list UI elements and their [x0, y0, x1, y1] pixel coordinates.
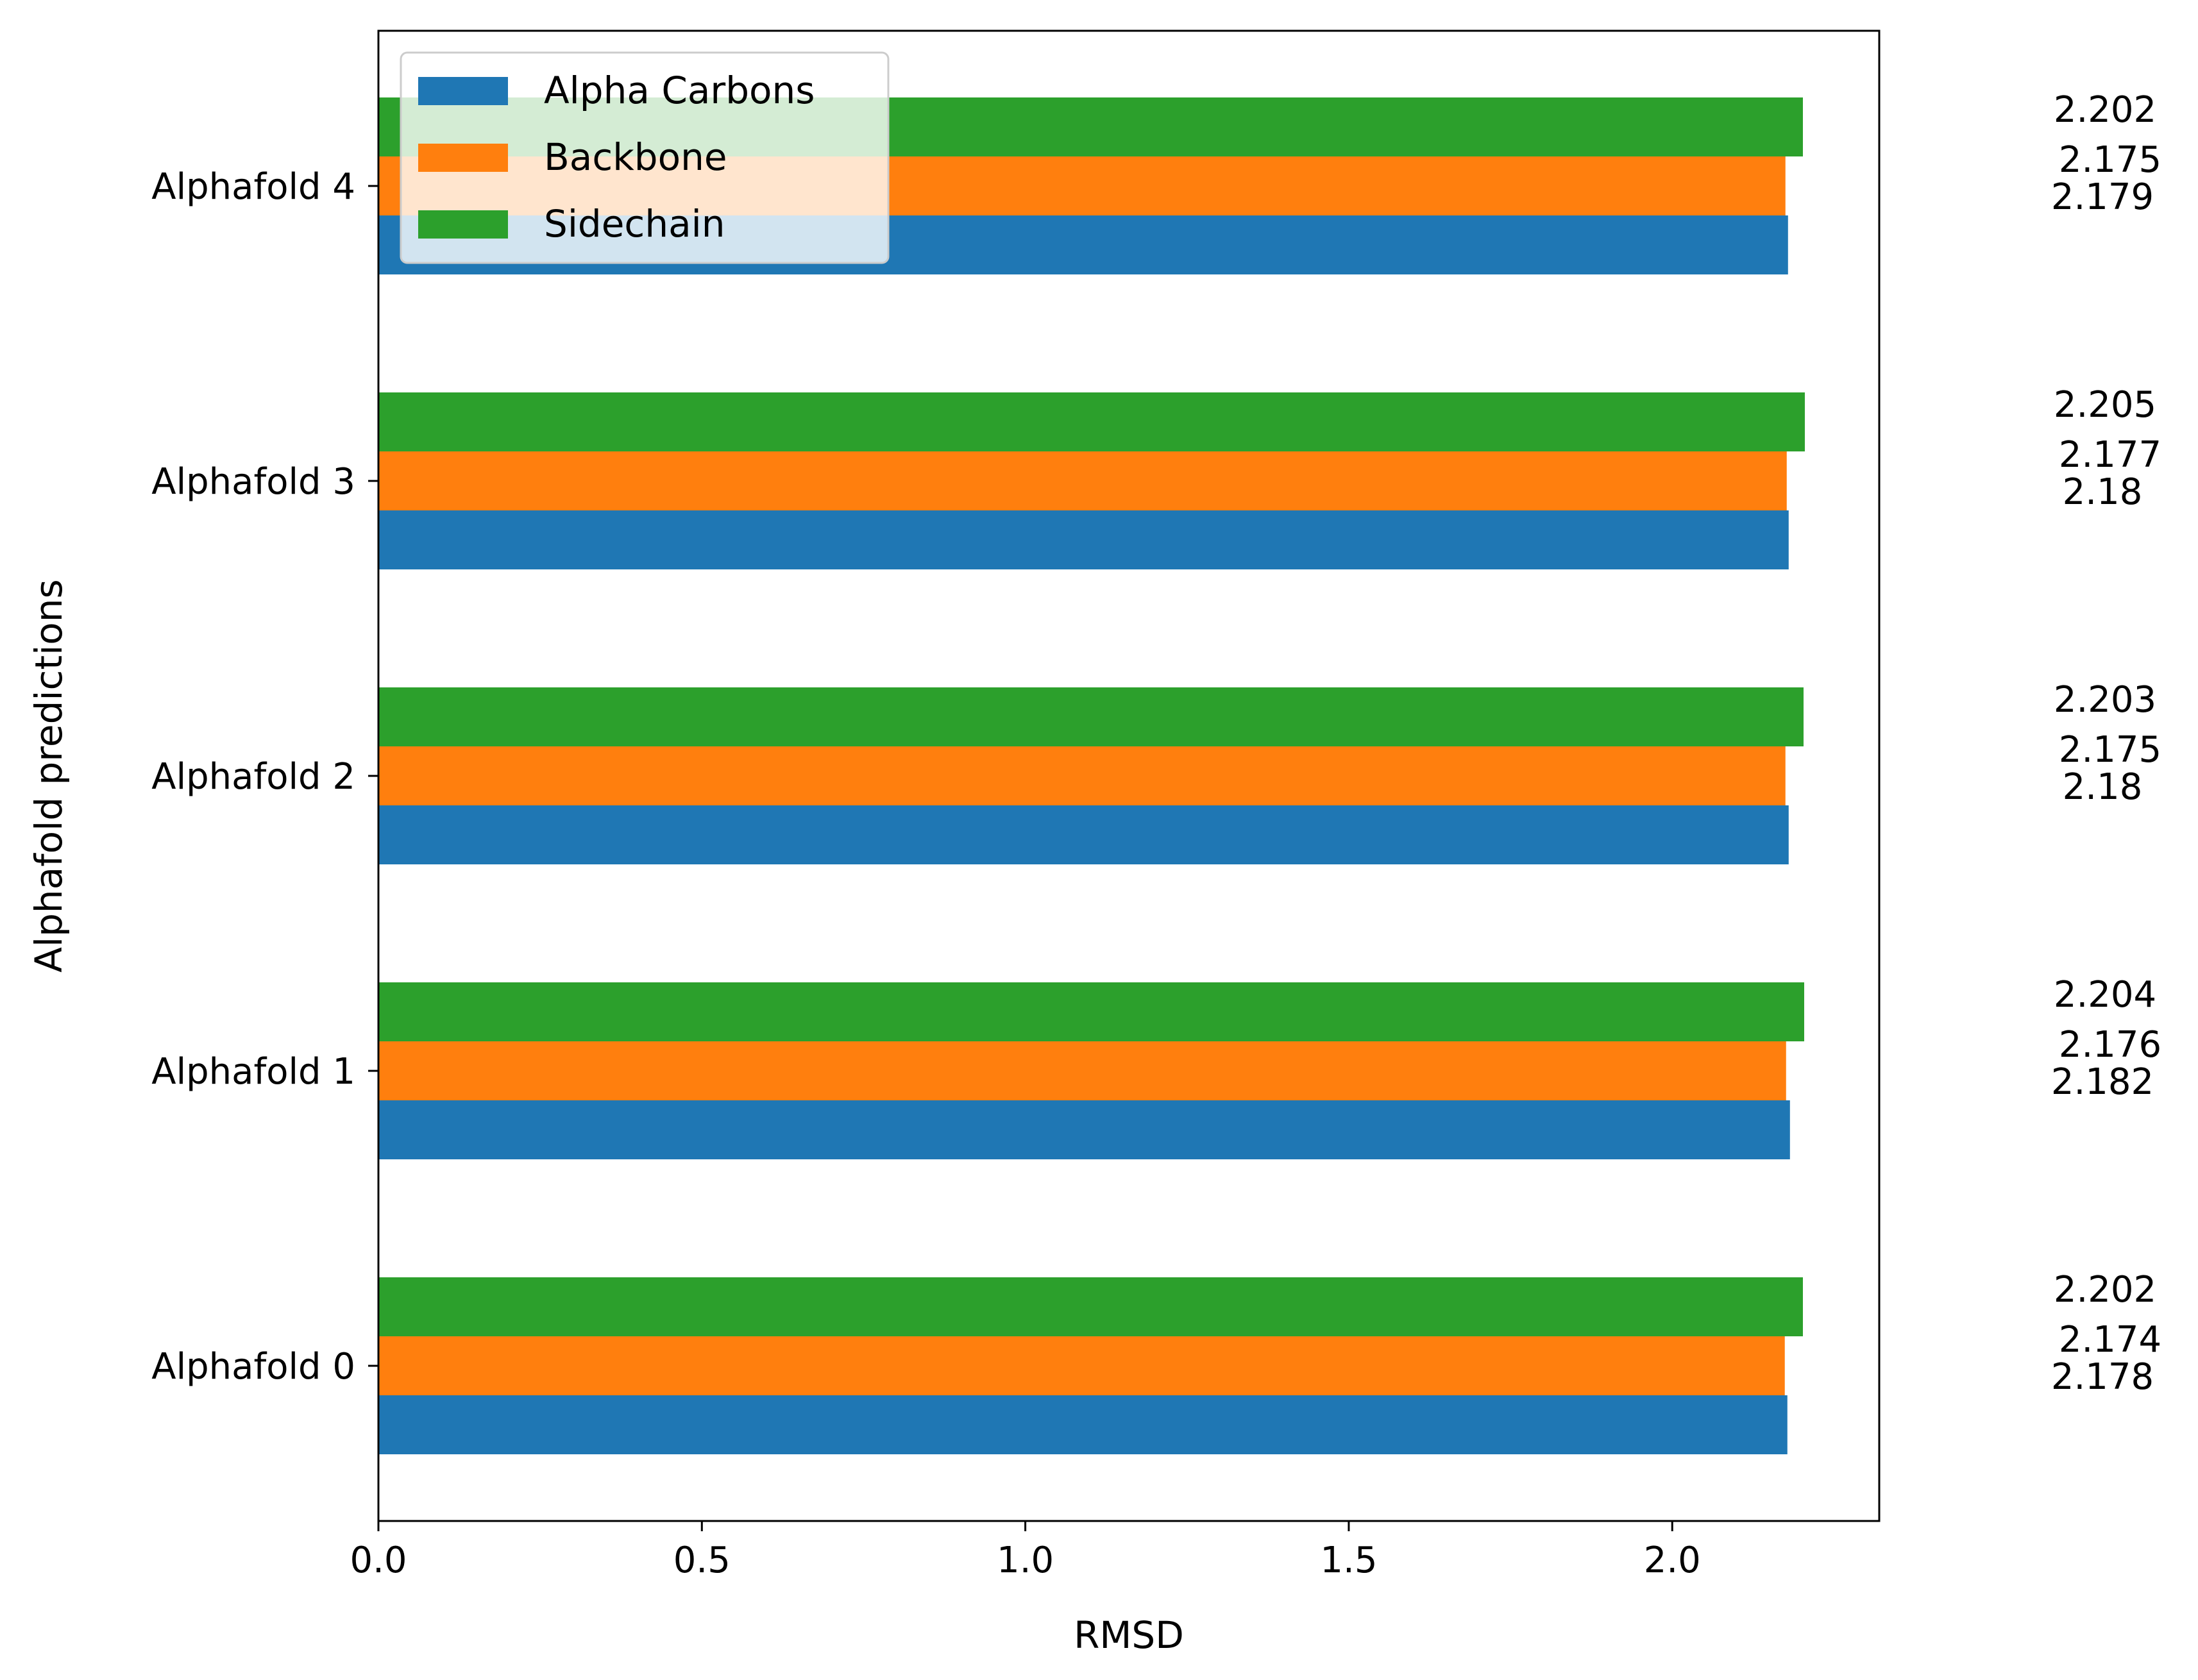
bar — [378, 1336, 1785, 1395]
bar — [378, 451, 1787, 510]
legend: Alpha Carbons Backbone Sidechain — [400, 51, 890, 264]
data-label: 2.175 — [2059, 139, 2161, 181]
legend-box — [400, 51, 890, 264]
data-label: 2.174 — [2059, 1319, 2161, 1361]
legend-label: Sidechain — [544, 202, 725, 246]
data-label: 2.202 — [2054, 1269, 2156, 1311]
y-axis: Alphafold 0 Alphafold 1 Alphafold 2 Alphafo… — [151, 166, 378, 1388]
bar — [378, 1395, 1788, 1454]
data-label: 2.176 — [2059, 1024, 2161, 1066]
y-axis-title: Alphafold predictions — [27, 579, 71, 972]
x-tick-label: 0.5 — [673, 1540, 731, 1581]
x-tick-label: 0.0 — [350, 1540, 407, 1581]
data-label: 2.205 — [2054, 384, 2156, 426]
legend-label: Alpha Carbons — [544, 69, 815, 112]
x-tick-label: 1.0 — [997, 1540, 1054, 1581]
bar — [378, 392, 1805, 451]
legend-swatch — [418, 77, 508, 105]
y-tick-label: Alphafold 3 — [151, 461, 355, 503]
data-label: 2.18 — [2063, 766, 2143, 808]
bar — [378, 687, 1804, 746]
data-label: 2.182 — [2051, 1061, 2154, 1103]
x-tick-label: 2.0 — [1644, 1540, 1701, 1581]
legend-label: Backbone — [544, 135, 727, 179]
data-label: 2.179 — [2051, 176, 2154, 218]
legend-swatch — [418, 210, 508, 239]
bar — [378, 746, 1786, 805]
data-label: 2.202 — [2054, 89, 2156, 131]
bar — [378, 510, 1789, 569]
data-label: 2.203 — [2054, 679, 2156, 721]
value-labels: 2.1782.1742.2022.1822.1762.2042.182.1752… — [2051, 89, 2161, 1398]
bars-layer — [378, 97, 1805, 1454]
data-label: 2.175 — [2059, 729, 2161, 771]
y-tick-label: Alphafold 0 — [151, 1346, 355, 1388]
bar — [378, 1277, 1803, 1336]
y-tick-label: Alphafold 1 — [151, 1051, 355, 1093]
bar — [378, 1041, 1786, 1100]
bar — [378, 1100, 1790, 1159]
data-label: 2.178 — [2051, 1356, 2154, 1398]
data-label: 2.177 — [2059, 434, 2161, 476]
bar — [378, 805, 1789, 864]
bar — [378, 982, 1804, 1041]
x-tick-label: 1.5 — [1320, 1540, 1377, 1581]
y-tick-label: Alphafold 4 — [151, 166, 355, 208]
x-axis-title: RMSD — [1074, 1613, 1184, 1657]
data-label: 2.18 — [2063, 471, 2143, 513]
data-label: 2.204 — [2054, 974, 2156, 1016]
y-tick-label: Alphafold 2 — [151, 756, 355, 798]
legend-swatch — [418, 144, 508, 172]
x-axis: 0.0 0.5 1.0 1.5 2.0 — [350, 1521, 1701, 1581]
